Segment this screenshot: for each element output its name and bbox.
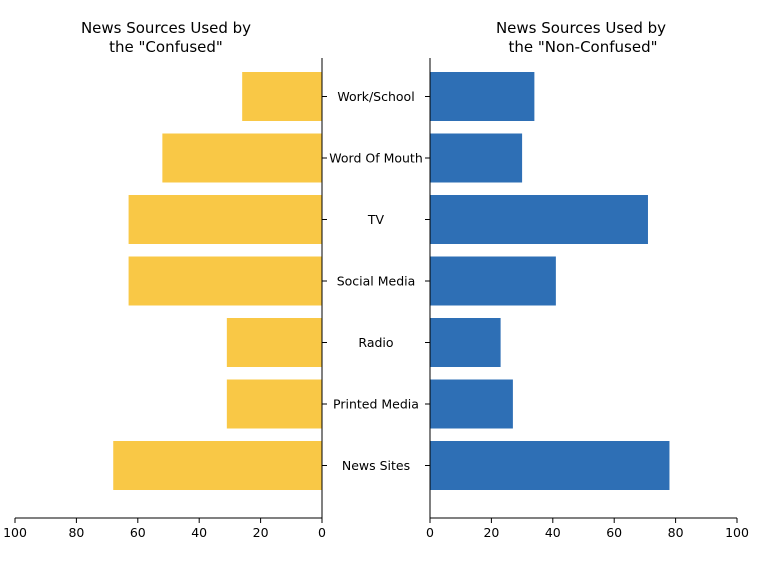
right-bar-social-media [430,256,556,306]
left-xtick-label: 0 [318,525,326,540]
category-label: Social Media [337,274,416,289]
category-label: TV [367,212,385,227]
left-panel: News Sources Used by the "Confused" 100 8… [3,19,327,540]
right-xtick-label: 20 [483,525,499,540]
left-xtick-label: 100 [3,525,27,540]
right-bar-work-school [430,72,535,121]
right-xtick-label: 80 [668,525,684,540]
left-xtick-label: 40 [191,525,207,540]
category-label: Radio [358,335,393,350]
right-xtick-label: 0 [426,525,434,540]
right-xtick-label: 40 [545,525,561,540]
right-title-line-2: the "Non-Confused" [508,38,657,56]
right-bar-news-sites [430,441,670,490]
left-bar-word-of-mouth [162,133,322,183]
left-xtick-label: 60 [130,525,146,540]
category-label: Work/School [337,89,414,104]
right-bar-tv [430,195,648,244]
right-bar-radio [430,318,501,367]
right-xtick-label: 100 [725,525,749,540]
category-label: Word Of Mouth [329,151,423,166]
category-label: News Sites [342,458,410,473]
category-labels: Work/School Word Of Mouth TV Social Media Ra… [329,89,423,473]
left-title-line-1: News Sources Used by [81,19,251,37]
left-bar-social-media [128,256,322,306]
left-bar-tv [128,195,322,244]
left-bar-radio [226,318,322,367]
left-bar-work-school [242,72,322,121]
left-xtick-label: 20 [253,525,269,540]
right-bar-word-of-mouth [430,133,523,183]
left-xtick-label: 80 [68,525,84,540]
right-xtick-label: 60 [606,525,622,540]
left-title-line-2: the "Confused" [109,38,223,56]
left-bar-printed-media [226,379,322,429]
right-title-line-1: News Sources Used by [496,19,666,37]
right-bar-printed-media [430,379,513,429]
left-bar-news-sites [113,441,323,490]
category-label: Printed Media [333,397,419,412]
right-panel: News Sources Used by the "Non-Confused" … [425,19,749,540]
